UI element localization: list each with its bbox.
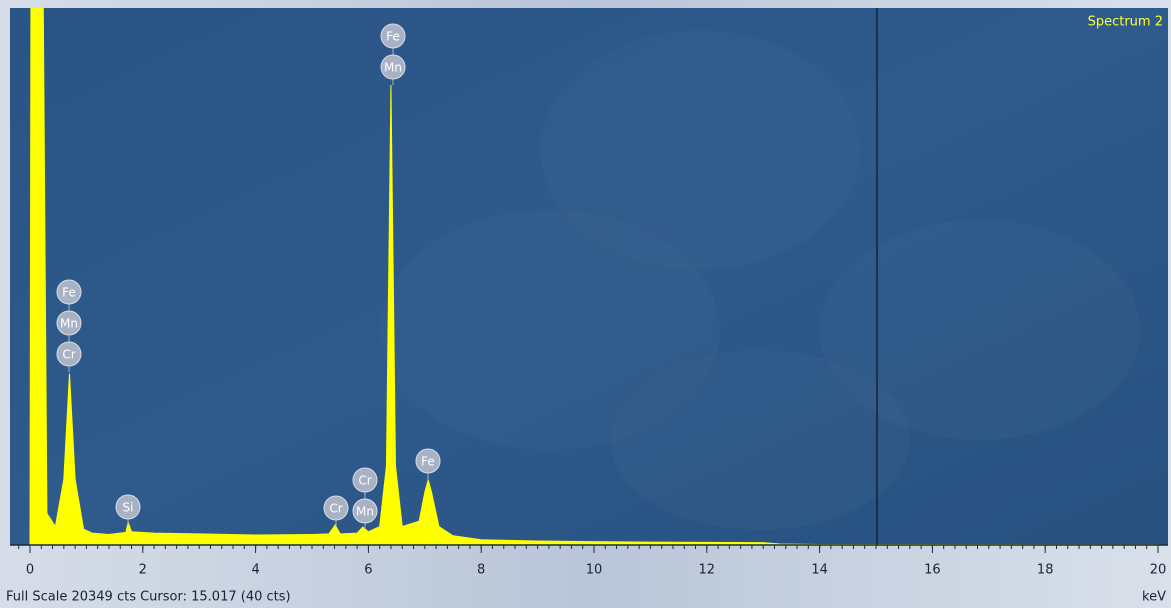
x-tick-label: 2 — [139, 563, 147, 578]
peak-label: Fe — [421, 455, 435, 469]
texture — [610, 350, 910, 530]
x-tick-label: 6 — [364, 563, 372, 578]
x-tick-label: 16 — [924, 563, 941, 578]
peak-label: Cr — [62, 348, 75, 362]
peak-label-group: Fe Mn Cr — [57, 280, 81, 372]
page: {"chart_data": {"type": "area", "title":… — [0, 0, 1171, 608]
peak-label: Si — [123, 501, 134, 515]
x-tick-label: 20 — [1150, 563, 1167, 578]
x-tick-label: 8 — [477, 563, 485, 578]
x-tick-label: 0 — [26, 563, 34, 578]
peak-label: Mn — [60, 317, 78, 331]
x-tick-label: 18 — [1037, 563, 1054, 578]
chart: Spectrum 2 Full Scale 20349 cts Cursor: … — [0, 0, 1171, 608]
peak-label: Cr — [329, 502, 342, 516]
peak-label: Fe — [386, 30, 400, 44]
x-tick-label: 10 — [586, 563, 603, 578]
peak-label: Mn — [384, 61, 402, 75]
x-unit: keV — [1142, 590, 1166, 605]
x-tick-label: 4 — [251, 563, 259, 578]
x-tick-label: 14 — [811, 563, 828, 578]
peak-label: Fe — [62, 286, 76, 300]
chart-title: Spectrum 2 — [1088, 15, 1163, 30]
x-tick-label: 12 — [699, 563, 716, 578]
peak-label: Mn — [356, 505, 374, 519]
footer: Full Scale 20349 cts Cursor: 15.017 (40 … — [6, 590, 291, 605]
peak-label: Cr — [358, 474, 371, 488]
